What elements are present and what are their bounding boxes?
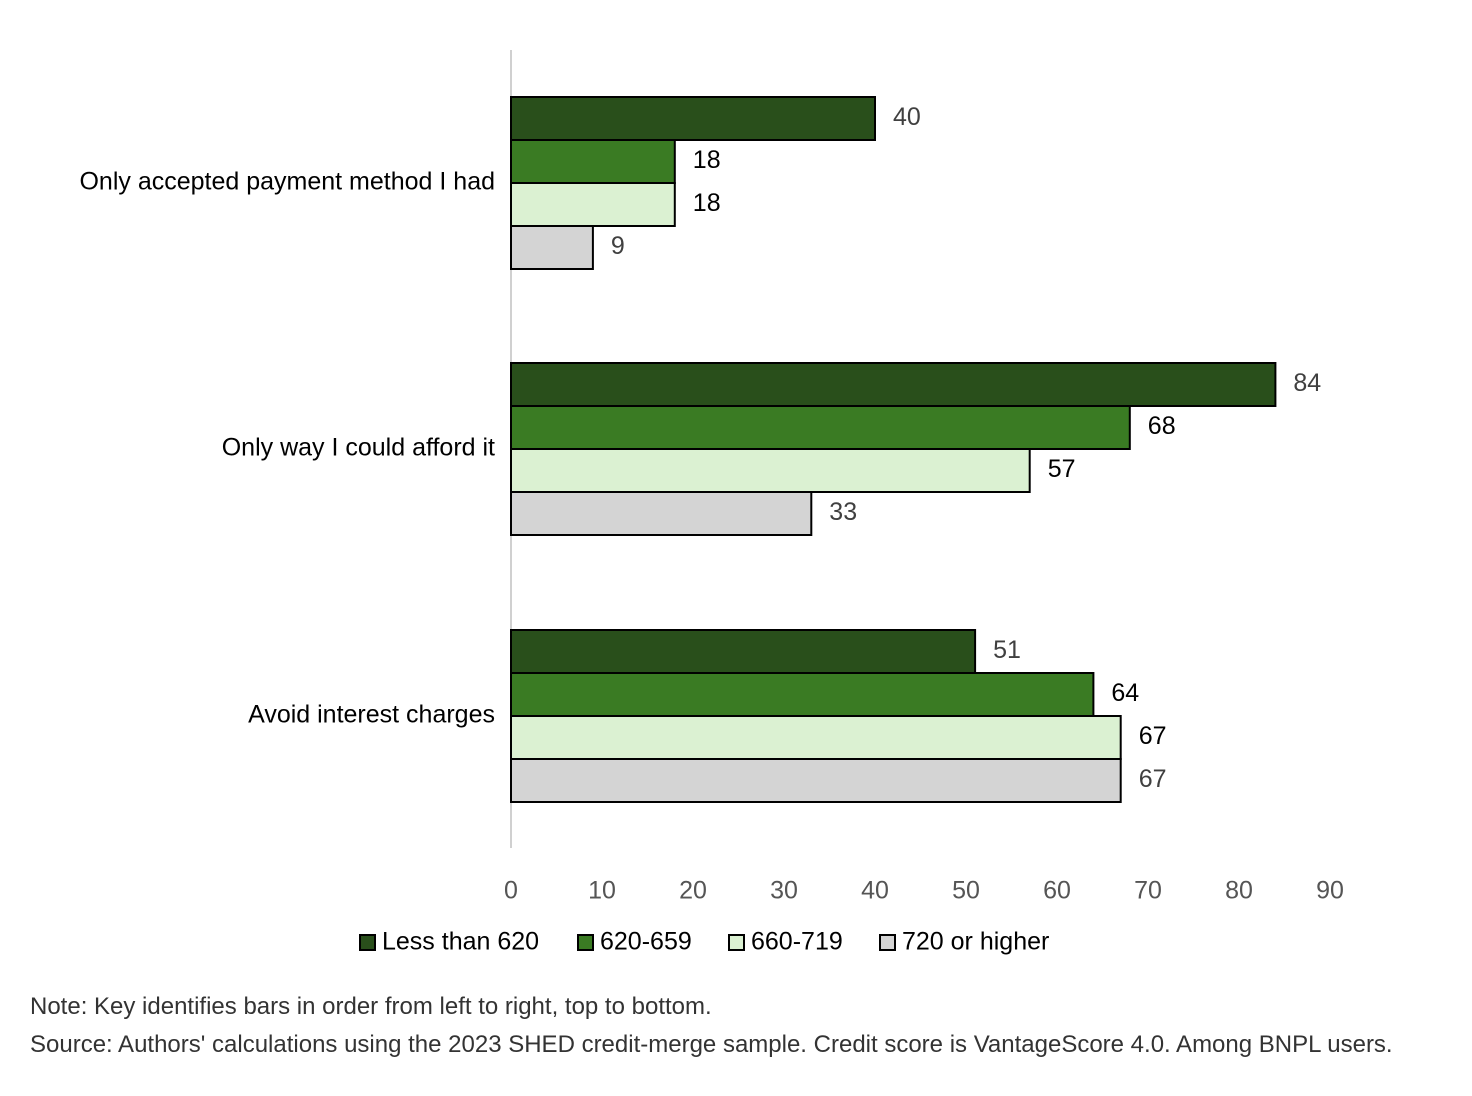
x-tick-label: 90 — [1316, 877, 1344, 905]
x-tick-label: 10 — [588, 877, 616, 905]
x-tick-label: 30 — [770, 877, 798, 905]
data-label: 9 — [611, 232, 625, 260]
x-tick-label: 70 — [1134, 877, 1162, 905]
data-label: 64 — [1111, 679, 1139, 707]
category-label: Only way I could afford it — [222, 434, 495, 462]
category-label: Avoid interest charges — [248, 701, 495, 729]
legend-swatch — [359, 934, 376, 951]
legend-swatch — [728, 934, 745, 951]
data-label: 57 — [1048, 455, 1076, 483]
data-label: 40 — [893, 103, 921, 131]
bar — [510, 448, 1031, 493]
x-tick-label: 80 — [1225, 877, 1253, 905]
chart-note: Note: Key identifies bars in order from … — [30, 993, 712, 1020]
category-label: Only accepted payment method I had — [79, 168, 495, 196]
bar — [510, 182, 676, 227]
legend-swatch — [577, 934, 594, 951]
legend-label: Less than 620 — [382, 928, 539, 956]
bar — [510, 96, 876, 141]
bar — [510, 758, 1122, 803]
x-tick-label: 60 — [1043, 877, 1071, 905]
data-label: 67 — [1139, 765, 1167, 793]
bar — [510, 715, 1122, 760]
bar — [510, 629, 977, 674]
legend-swatch — [879, 934, 896, 951]
x-tick-label: 40 — [861, 877, 889, 905]
x-tick-label: 20 — [679, 877, 707, 905]
bar — [510, 362, 1277, 407]
bar — [510, 672, 1095, 717]
legend-label: 720 or higher — [902, 928, 1049, 956]
data-label: 33 — [829, 498, 857, 526]
data-label: 84 — [1293, 369, 1321, 397]
chart-source: Source: Authors' calculations using the … — [30, 1031, 1393, 1058]
bar — [510, 225, 594, 270]
data-label: 68 — [1148, 412, 1176, 440]
legend-label: 620-659 — [600, 928, 692, 956]
legend-label: 660-719 — [751, 928, 843, 956]
data-label: 18 — [693, 146, 721, 174]
data-label: 67 — [1139, 722, 1167, 750]
x-tick-label: 50 — [952, 877, 980, 905]
bar — [510, 405, 1131, 450]
bar — [510, 139, 676, 184]
data-label: 18 — [693, 189, 721, 217]
bar-chart: Only accepted payment method I had Only w… — [79, 50, 1344, 956]
data-label: 51 — [993, 636, 1021, 664]
x-tick-label: 0 — [504, 877, 518, 905]
bar — [510, 491, 813, 536]
